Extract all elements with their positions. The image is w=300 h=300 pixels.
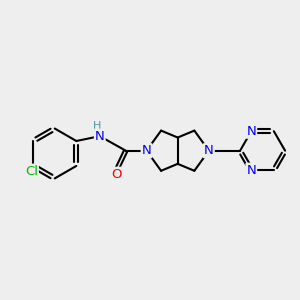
- Text: N: N: [95, 130, 105, 142]
- Text: N: N: [142, 144, 152, 157]
- Text: N: N: [204, 144, 214, 157]
- Text: H: H: [93, 121, 101, 131]
- Text: Cl: Cl: [25, 165, 38, 178]
- Text: N: N: [246, 125, 256, 138]
- Text: O: O: [111, 168, 121, 181]
- Text: N: N: [246, 164, 256, 177]
